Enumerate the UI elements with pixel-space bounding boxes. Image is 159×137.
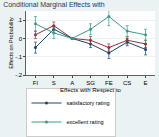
svg-text:S: S (52, 80, 56, 86)
svg-text:-.2: -.2 (15, 72, 23, 78)
svg-text:FI: FI (33, 80, 39, 86)
svg-text:0: 0 (19, 36, 23, 42)
svg-text:satisfactory rating: satisfactory rating (67, 100, 110, 106)
svg-text:E: E (144, 80, 148, 86)
svg-text:CS: CS (123, 80, 131, 86)
svg-text:-.1: -.1 (15, 54, 23, 60)
svg-text:.1: .1 (17, 17, 23, 23)
svg-text:FE: FE (105, 80, 113, 86)
svg-text:SG: SG (86, 80, 95, 86)
svg-text:excellent rating: excellent rating (67, 119, 104, 125)
svg-text:Effects with Respect to: Effects with Respect to (60, 87, 122, 93)
svg-text:Effects on Probability: Effects on Probability (8, 17, 14, 69)
svg-text:Conditional Marginal Effects w: Conditional Marginal Effects with (3, 1, 105, 9)
svg-text:A: A (70, 80, 74, 86)
